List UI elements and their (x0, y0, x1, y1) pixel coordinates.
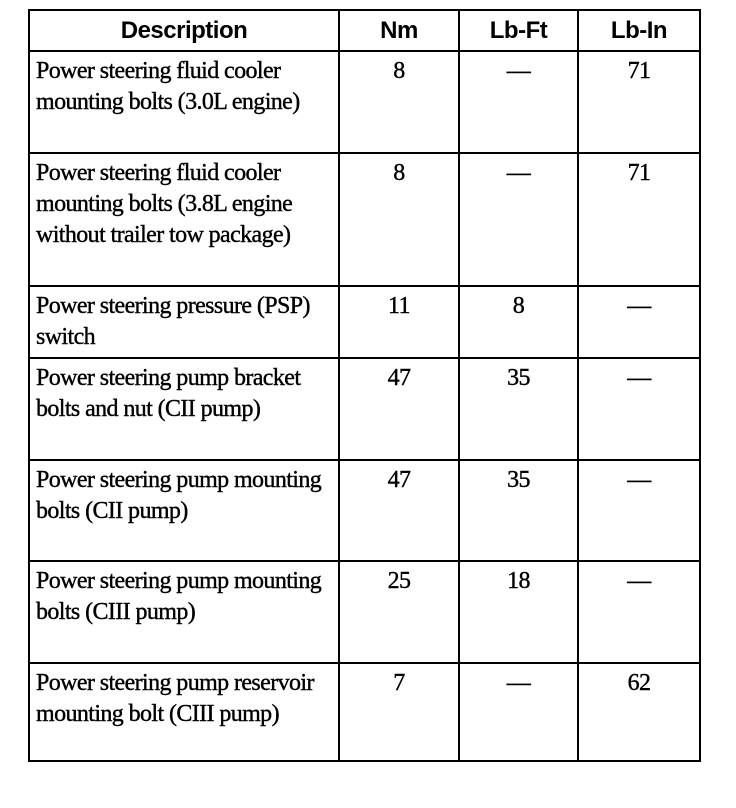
lbin-cell: 71 (577, 152, 701, 287)
description-cell: Power steering pump reservoir mounting b… (28, 662, 340, 762)
description-cell: Power steering fluid cooler mounting bol… (28, 152, 340, 287)
description-cell: Power steering fluid cooler mounting bol… (28, 50, 340, 154)
table-row: Power steering fluid cooler mounting bol… (28, 50, 701, 154)
table-row: Power steering pump mounting bolts (CIII… (28, 560, 701, 664)
lbft-cell: 35 (458, 357, 579, 461)
header-row: Description Nm Lb-Ft Lb-In (28, 9, 701, 52)
description-cell: Power steering pump mounting bolts (CIII… (28, 560, 340, 664)
header-lbft: Lb-Ft (458, 9, 579, 52)
nm-cell: 8 (338, 152, 460, 287)
nm-cell: 8 (338, 50, 460, 154)
table-row: Power steering pump mounting bolts (CII … (28, 459, 701, 562)
table-row: Power steering pump reservoir mounting b… (28, 662, 701, 762)
table-row: Power steering pressure (PSP) switch 11 8— (28, 285, 701, 359)
lbin-cell: — (577, 560, 701, 664)
table-row: Power steering fluid cooler mounting bol… (28, 152, 701, 287)
nm-cell: 47 (338, 357, 460, 461)
lbin-cell: — (577, 459, 701, 562)
lbin-cell: — (577, 285, 701, 359)
lbft-cell: — (458, 50, 579, 154)
header-description: Description (28, 9, 340, 52)
lbft-cell: — (458, 662, 579, 762)
description-cell: Power steering pump bracket bolts and nu… (28, 357, 340, 461)
description-cell: Power steering pump mounting bolts (CII … (28, 459, 340, 562)
lbft-cell: — (458, 152, 579, 287)
header-nm: Nm (338, 9, 460, 52)
nm-cell: 7 (338, 662, 460, 762)
nm-cell: 11 (338, 285, 460, 359)
table-row: Power steering pump bracket bolts and nu… (28, 357, 701, 461)
lbft-cell: 8 (458, 285, 579, 359)
lbin-cell: 71 (577, 50, 701, 154)
header-lbin: Lb-In (577, 9, 701, 52)
lbin-cell: — (577, 357, 701, 461)
nm-cell: 25 (338, 560, 460, 664)
torque-spec-table: Description Nm Lb-Ft Lb-In Power steerin… (28, 9, 701, 762)
lbft-cell: 35 (458, 459, 579, 562)
lbft-cell: 18 (458, 560, 579, 664)
nm-cell: 47 (338, 459, 460, 562)
description-cell: Power steering pressure (PSP) switch (28, 285, 340, 359)
lbin-cell: 62 (577, 662, 701, 762)
